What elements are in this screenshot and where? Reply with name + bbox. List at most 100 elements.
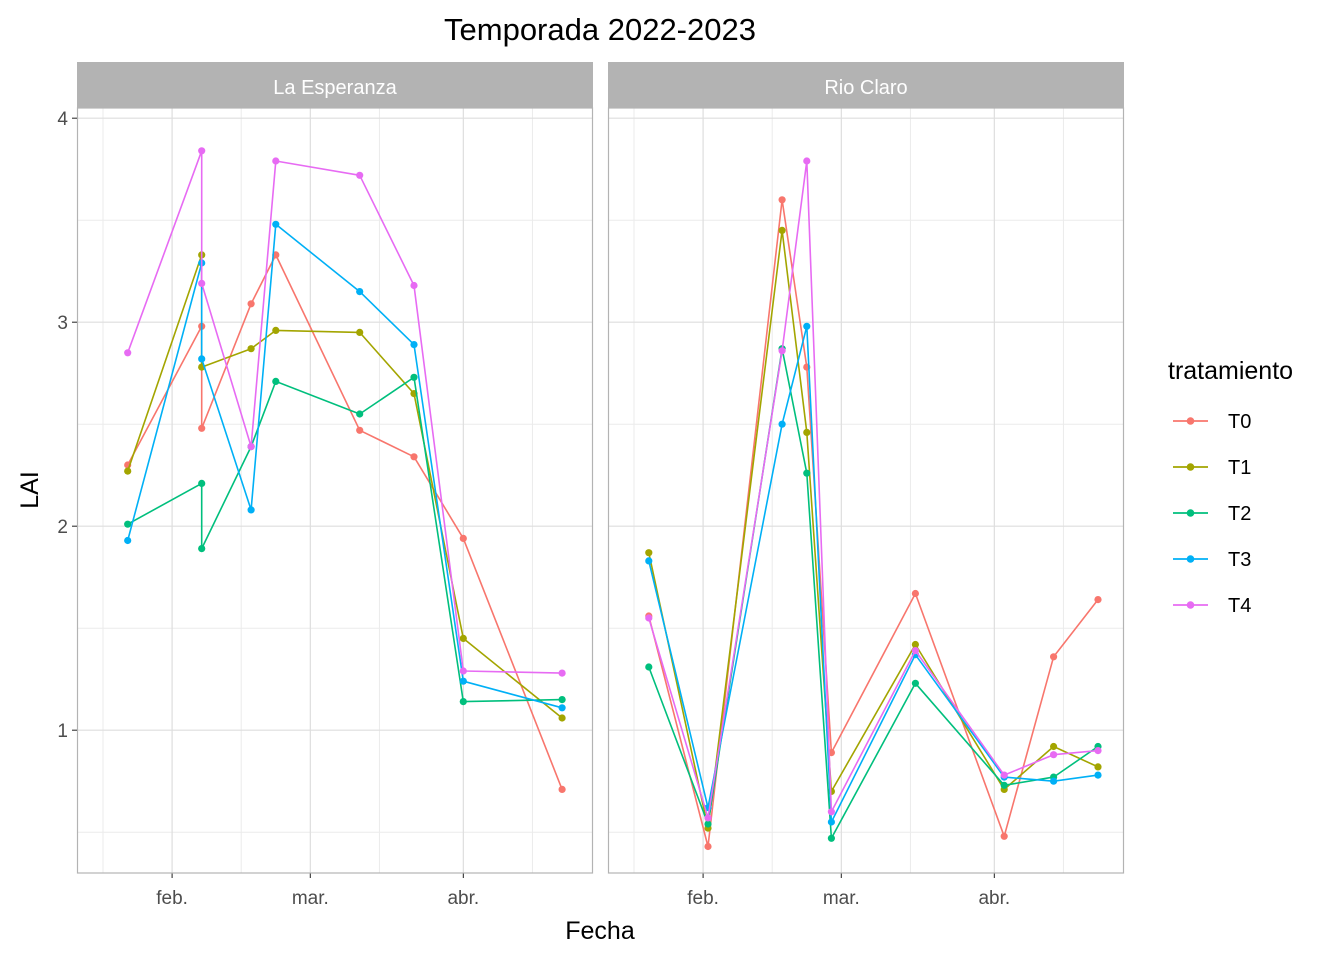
data-point <box>198 355 206 363</box>
legend-label: T0 <box>1228 411 1251 433</box>
data-point <box>356 171 364 179</box>
legend-title: tratamiento <box>1168 357 1293 385</box>
legend-item-t1: T1 <box>1173 457 1251 479</box>
data-point <box>645 557 653 565</box>
legend-label: T4 <box>1228 595 1251 617</box>
data-point <box>645 549 653 557</box>
x-tick-label: feb. <box>687 888 719 909</box>
facet-strip-label: Rio Claro <box>824 77 907 99</box>
data-point <box>827 808 836 816</box>
legend-key-point <box>1186 601 1195 609</box>
panel-border <box>76 107 594 874</box>
data-point <box>827 818 836 826</box>
data-point <box>356 426 364 434</box>
legend-item-t3: T3 <box>1173 549 1251 571</box>
data-point <box>198 424 206 432</box>
legend-key-point <box>1186 555 1195 563</box>
data-point <box>911 647 920 655</box>
y-axis-title: LAI <box>16 471 44 509</box>
data-point <box>1000 832 1008 840</box>
series-t4 <box>124 147 566 677</box>
data-point <box>911 679 920 687</box>
data-point <box>1094 763 1102 771</box>
data-point <box>247 345 255 353</box>
data-point <box>558 704 566 712</box>
data-point <box>1050 653 1058 661</box>
y-tick-label: 1 <box>57 721 68 742</box>
data-point <box>1094 771 1102 779</box>
data-point <box>558 714 566 722</box>
data-point <box>704 842 712 851</box>
data-point <box>645 614 653 622</box>
chart-title: Temporada 2022-2023 <box>444 12 756 47</box>
data-point <box>356 288 364 296</box>
data-point <box>198 479 206 487</box>
data-point <box>1000 771 1008 779</box>
legend-item-t0: T0 <box>1173 411 1251 433</box>
legend-item-t2: T2 <box>1173 503 1251 525</box>
legend-key-point <box>1186 463 1195 471</box>
data-point <box>558 669 566 677</box>
data-point <box>1050 777 1058 785</box>
data-point <box>803 428 811 436</box>
data-point <box>778 196 786 204</box>
data-point <box>459 534 467 543</box>
data-point <box>803 469 811 477</box>
data-point <box>459 634 467 643</box>
data-point <box>272 220 280 228</box>
data-point <box>459 677 467 685</box>
data-point <box>410 281 418 290</box>
data-point <box>410 341 418 349</box>
data-point <box>911 640 920 649</box>
data-point <box>704 820 712 828</box>
data-point <box>272 326 280 334</box>
data-point <box>1094 747 1102 755</box>
y-tick-label: 4 <box>57 109 68 130</box>
data-point <box>356 410 364 418</box>
data-point <box>124 467 132 475</box>
data-point <box>558 696 566 704</box>
data-point <box>645 663 653 671</box>
data-point <box>558 785 566 794</box>
series-t4 <box>645 157 1102 822</box>
legend-label: T2 <box>1228 503 1251 525</box>
data-point <box>778 347 786 355</box>
legend-key-point <box>1186 417 1195 425</box>
data-point <box>198 279 206 287</box>
data-point <box>272 157 280 165</box>
data-point <box>803 157 811 165</box>
data-point <box>124 349 132 357</box>
panel-rio-claro: Rio Claro feb. mar. abr. <box>607 62 1125 909</box>
x-tick-label: abr. <box>447 888 479 909</box>
data-point <box>827 834 836 842</box>
y-tick-label: 3 <box>57 313 68 334</box>
data-point <box>410 453 418 461</box>
panel-border <box>607 107 1125 874</box>
data-point <box>778 420 786 428</box>
panel-background <box>77 108 593 873</box>
legend-label: T1 <box>1228 457 1251 479</box>
y-tick-label: 2 <box>57 517 68 538</box>
x-tick-label: mar. <box>292 888 329 909</box>
legend: tratamiento T0 T1 T2 T3 T4 <box>1168 357 1293 617</box>
data-point <box>124 536 132 545</box>
facet-strip-label: La Esperanza <box>273 77 397 99</box>
facet-strip <box>77 62 593 108</box>
data-point <box>1050 742 1058 751</box>
facet-strip <box>608 62 1124 108</box>
series-t3 <box>124 220 566 712</box>
data-point <box>272 377 280 385</box>
data-point <box>704 814 712 822</box>
data-point <box>778 226 786 234</box>
data-point <box>247 443 255 451</box>
data-point <box>803 322 811 330</box>
data-point <box>1000 781 1008 789</box>
legend-key-point <box>1186 509 1195 517</box>
x-tick-label: abr. <box>978 888 1010 909</box>
data-point <box>1050 751 1058 759</box>
x-tick-label: feb. <box>156 888 188 909</box>
data-point <box>247 300 255 308</box>
data-point <box>459 698 467 706</box>
data-point <box>198 147 206 155</box>
